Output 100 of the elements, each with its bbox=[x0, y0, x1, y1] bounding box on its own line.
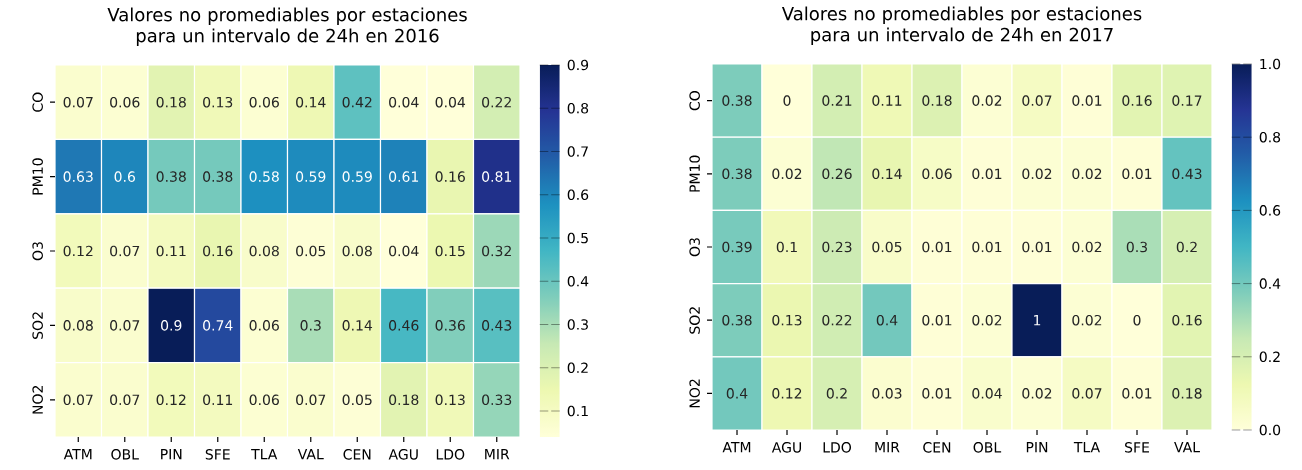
data-label: 0.16 bbox=[1122, 95, 1152, 106]
y-tick-label: CO bbox=[689, 90, 700, 111]
y-tick-label: SO2 bbox=[32, 312, 43, 339]
data-label: 0.05 bbox=[342, 394, 372, 406]
data-label: 0.13 bbox=[772, 314, 802, 326]
color-bar-label: 0.0 bbox=[1259, 424, 1281, 436]
y-tick-label: O3 bbox=[689, 238, 700, 257]
data-label: 0 bbox=[1133, 314, 1141, 326]
data-label: 0.32 bbox=[482, 245, 511, 257]
data-label: 0.01 bbox=[972, 241, 1002, 253]
x-tick-label: AGU bbox=[771, 442, 802, 453]
data-label: 0.04 bbox=[389, 96, 419, 108]
chart-title: Valores no promediables por estaciones para un intervalo de 24h en 2017 bbox=[781, 6, 1142, 45]
color-bar-label: 0.6 bbox=[567, 189, 589, 201]
data-label: 0.11 bbox=[156, 245, 186, 257]
x-tick-label: MIR bbox=[485, 449, 510, 460]
data-label: 0.3 bbox=[300, 320, 321, 331]
data-label: 0.17 bbox=[1172, 95, 1202, 106]
data-label: 0.12 bbox=[156, 394, 186, 406]
color-bar-label: 0.2 bbox=[1259, 351, 1280, 363]
data-label: 0.4 bbox=[726, 388, 748, 399]
data-label: 0.63 bbox=[63, 171, 93, 182]
data-label: 0.36 bbox=[435, 320, 465, 331]
color-bar-label: 0.2 bbox=[567, 362, 588, 374]
data-label: 0 bbox=[783, 95, 791, 106]
x-tick-label: MIR bbox=[875, 442, 900, 453]
color-bar-label: 0.8 bbox=[1259, 131, 1281, 143]
data-label: 0.08 bbox=[63, 320, 93, 331]
y-tick-label: SO2 bbox=[689, 307, 700, 334]
x-tick-label: ATM bbox=[63, 449, 92, 460]
data-label: 0.02 bbox=[1022, 388, 1052, 399]
x-tick-label: OBL bbox=[973, 442, 1002, 453]
data-label: 0.08 bbox=[342, 245, 372, 257]
data-label: 0.05 bbox=[296, 245, 326, 257]
data-label: 0.38 bbox=[722, 314, 752, 326]
x-tick-label: TLA bbox=[1073, 442, 1100, 453]
data-label: 0.02 bbox=[972, 314, 1002, 326]
data-label: 0.04 bbox=[972, 388, 1002, 399]
data-label: 0.2 bbox=[826, 388, 847, 399]
x-tick-label: ATM bbox=[722, 442, 751, 453]
data-label: 0.07 bbox=[63, 394, 93, 406]
data-label: 0.08 bbox=[249, 245, 279, 257]
data-label: 0.07 bbox=[63, 96, 93, 108]
x-tick-label: PIN bbox=[1026, 442, 1048, 453]
data-label: 0.18 bbox=[922, 95, 952, 106]
data-label: 0.06 bbox=[249, 394, 279, 406]
data-label: 0.15 bbox=[435, 245, 465, 257]
data-label: 0.13 bbox=[435, 394, 465, 406]
data-label: 0.39 bbox=[722, 241, 752, 253]
x-tick-label: PIN bbox=[161, 449, 182, 460]
data-label: 0.03 bbox=[872, 388, 902, 399]
data-label: 0.16 bbox=[1172, 314, 1202, 326]
data-label: 0.07 bbox=[296, 394, 326, 406]
data-label: 0.61 bbox=[389, 171, 419, 182]
data-label: 0.18 bbox=[156, 96, 186, 108]
y-tick-label: O3 bbox=[32, 242, 43, 261]
data-label: 0.07 bbox=[1072, 388, 1102, 399]
data-label: 0.02 bbox=[1072, 314, 1102, 326]
data-label: 0.04 bbox=[389, 245, 419, 257]
y-tick-label: CO bbox=[32, 92, 43, 112]
y-tick-label: NO2 bbox=[32, 386, 43, 414]
data-label: 0.38 bbox=[156, 171, 186, 182]
data-label: 0.02 bbox=[772, 168, 802, 180]
data-label: 0.12 bbox=[772, 388, 802, 399]
y-tick-label: PM10 bbox=[32, 158, 43, 195]
color-bar-label: 0.4 bbox=[567, 275, 589, 287]
color-bar-label: 0.5 bbox=[567, 232, 588, 244]
x-tick-label: SFE bbox=[205, 449, 230, 460]
data-label: 0.33 bbox=[482, 394, 512, 406]
x-tick-label: VAL bbox=[297, 449, 324, 460]
data-label: 0.1 bbox=[776, 241, 797, 253]
data-label: 0.21 bbox=[822, 95, 852, 106]
data-label: 0.11 bbox=[203, 394, 233, 406]
data-label: 0.06 bbox=[249, 320, 279, 331]
data-label: 0.59 bbox=[296, 171, 326, 182]
data-label: 0.01 bbox=[1022, 241, 1052, 253]
data-label: 0.01 bbox=[1122, 168, 1152, 180]
data-label: 0.38 bbox=[722, 95, 752, 106]
data-label: 0.12 bbox=[63, 245, 93, 257]
data-label: 0.74 bbox=[203, 320, 233, 331]
data-label: 0.14 bbox=[872, 168, 902, 180]
data-label: 0.59 bbox=[342, 171, 372, 182]
x-tick-label: LDO bbox=[436, 449, 465, 460]
color-bar-label: 0.7 bbox=[567, 146, 588, 157]
data-label: 0.07 bbox=[110, 245, 140, 257]
data-label: 0.07 bbox=[110, 394, 140, 406]
data-label: 0.07 bbox=[1022, 95, 1052, 106]
color-bar-label: 0.8 bbox=[567, 102, 589, 114]
y-tick-label: PM10 bbox=[689, 155, 700, 192]
x-tick-label: OBL bbox=[111, 449, 139, 460]
color-bar-label: 0.6 bbox=[1259, 205, 1281, 216]
data-label: 1 bbox=[1034, 315, 1041, 326]
data-label: 0.13 bbox=[203, 96, 233, 108]
data-label: 0.22 bbox=[482, 96, 511, 108]
x-tick-label: LDO bbox=[823, 442, 852, 453]
data-label: 0.11 bbox=[872, 95, 902, 106]
data-label: 0.16 bbox=[203, 245, 233, 257]
color-bar-label: 0.4 bbox=[1259, 278, 1281, 289]
data-label: 0.58 bbox=[249, 171, 279, 182]
data-label: 0.02 bbox=[1072, 241, 1102, 253]
